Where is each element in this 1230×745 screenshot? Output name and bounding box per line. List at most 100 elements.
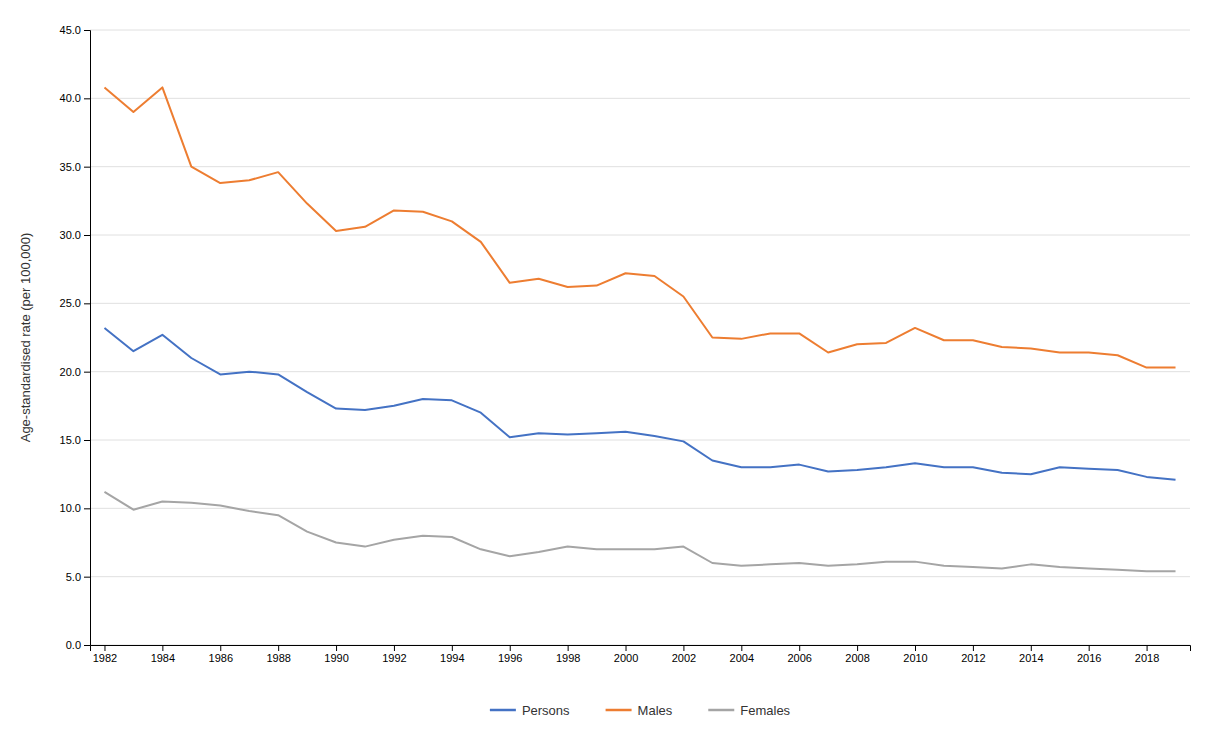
y-tick: 45.0 bbox=[60, 24, 90, 36]
y-tick: 0.0 bbox=[66, 639, 90, 651]
tick-mark bbox=[683, 645, 684, 651]
tick-mark bbox=[220, 645, 221, 651]
chart: 1982 1984 1986 1988 1990 1992 1994 1996 1998 2000… bbox=[0, 0, 1230, 745]
tick-mark bbox=[915, 645, 916, 651]
tick-label: 2006 bbox=[787, 652, 811, 664]
tick-mark bbox=[84, 577, 90, 578]
plot: 1982 1984 1986 1988 1990 1992 1994 1996 1998 2000… bbox=[18, 24, 1191, 664]
x-tick: 1990 bbox=[324, 645, 348, 664]
x-tick: 1998 bbox=[556, 645, 580, 664]
tick-label: 45.0 bbox=[60, 24, 81, 36]
tick-mark bbox=[452, 645, 453, 651]
tick-mark bbox=[104, 645, 105, 651]
tick-label: 2002 bbox=[672, 652, 696, 664]
grid-line bbox=[90, 98, 1190, 99]
tick-label: 1996 bbox=[498, 652, 522, 664]
legend-swatch bbox=[490, 709, 516, 712]
tick-label: 2016 bbox=[1077, 652, 1101, 664]
tick-label: 30.0 bbox=[60, 229, 81, 241]
x-tick: 1984 bbox=[151, 645, 175, 664]
grid bbox=[90, 30, 1190, 645]
tick-mark bbox=[84, 98, 90, 99]
tick-label: 15.0 bbox=[60, 434, 81, 446]
y-tick: 30.0 bbox=[60, 229, 90, 241]
y-axis: 0.0 5.0 10.0 15.0 20.0 25.0 30.0 35.0 40.0 45.0 bbox=[60, 24, 91, 651]
line bbox=[104, 87, 1175, 367]
y-tick: 20.0 bbox=[60, 366, 90, 378]
y-tick: 10.0 bbox=[60, 502, 90, 514]
x-tick: 2000 bbox=[614, 645, 638, 664]
tick-label: 35.0 bbox=[60, 161, 81, 173]
tick-mark bbox=[84, 30, 90, 31]
grid-line bbox=[90, 576, 1190, 577]
tick-label: 1986 bbox=[209, 652, 233, 664]
tick-mark bbox=[1031, 645, 1032, 651]
tick-label: 1992 bbox=[382, 652, 406, 664]
tick-label: 0.0 bbox=[66, 639, 81, 651]
tick-label: 1984 bbox=[151, 652, 175, 664]
x-tick: 2002 bbox=[672, 645, 696, 664]
tick-mark bbox=[84, 508, 90, 509]
tick-mark bbox=[973, 645, 974, 651]
grid-line bbox=[90, 235, 1190, 236]
x-tick: 1986 bbox=[209, 645, 233, 664]
x-tick: 2004 bbox=[730, 645, 754, 664]
tick-mark bbox=[568, 645, 569, 651]
tick-label: 10.0 bbox=[60, 502, 81, 514]
tick-label: 2010 bbox=[903, 652, 927, 664]
legend-swatch bbox=[708, 709, 734, 712]
x-tick: 1988 bbox=[266, 645, 290, 664]
tick-mark bbox=[857, 645, 858, 651]
x-tick: 2006 bbox=[787, 645, 811, 664]
x-tick: 1994 bbox=[440, 645, 464, 664]
grid-line bbox=[90, 440, 1190, 441]
line bbox=[104, 328, 1175, 480]
axis-title: Age-standardised rate (per 100,000) bbox=[18, 233, 33, 443]
x-tick: 2014 bbox=[1019, 645, 1043, 664]
tick-mark bbox=[84, 235, 90, 236]
x-tick: 1996 bbox=[498, 645, 522, 664]
y-tick: 15.0 bbox=[60, 434, 90, 446]
x-axis: 1982 1984 1986 1988 1990 1992 1994 1996 1998 2000… bbox=[91, 645, 1191, 664]
tick-label: 20.0 bbox=[60, 366, 81, 378]
legend-label: Females bbox=[740, 703, 790, 718]
y-tick: 40.0 bbox=[60, 92, 90, 104]
tick-label: 1990 bbox=[324, 652, 348, 664]
x-tick: 2018 bbox=[1135, 645, 1159, 664]
tick-mark bbox=[84, 372, 90, 373]
tick-label: 1994 bbox=[440, 652, 464, 664]
legend: PersonsMalesFemales bbox=[490, 703, 791, 718]
tick-label: 25.0 bbox=[60, 297, 81, 309]
tick-mark bbox=[84, 303, 90, 304]
tick-label: 2018 bbox=[1135, 652, 1159, 664]
tick-label: 2004 bbox=[730, 652, 754, 664]
tick-label: 1988 bbox=[266, 652, 290, 664]
tick-label: 1998 bbox=[556, 652, 580, 664]
x-tick: 2012 bbox=[961, 645, 985, 664]
tick-label: 1982 bbox=[93, 652, 117, 664]
line bbox=[104, 492, 1175, 571]
lines bbox=[104, 87, 1175, 571]
legend-swatch bbox=[606, 709, 632, 712]
tick-mark bbox=[510, 645, 511, 651]
x-tick: 1982 bbox=[93, 645, 117, 664]
x-tick: 1992 bbox=[382, 645, 406, 664]
tick-mark bbox=[626, 645, 627, 651]
legend-item: Males bbox=[606, 703, 673, 718]
tick-mark bbox=[1089, 645, 1090, 651]
grid-line bbox=[90, 508, 1190, 509]
axis-line bbox=[91, 646, 1191, 652]
x-tick: 2010 bbox=[903, 645, 927, 664]
tick-label: 2012 bbox=[961, 652, 985, 664]
legend-label: Males bbox=[638, 703, 673, 718]
tick-mark bbox=[162, 645, 163, 651]
x-tick: 2008 bbox=[845, 645, 869, 664]
legend-item: Females bbox=[708, 703, 790, 718]
tick-mark bbox=[741, 645, 742, 651]
tick-mark bbox=[394, 645, 395, 651]
axis-line bbox=[84, 31, 91, 646]
y-tick: 5.0 bbox=[66, 571, 90, 583]
tick-mark bbox=[799, 645, 800, 651]
grid-line bbox=[90, 303, 1190, 304]
tick-mark bbox=[336, 645, 337, 651]
